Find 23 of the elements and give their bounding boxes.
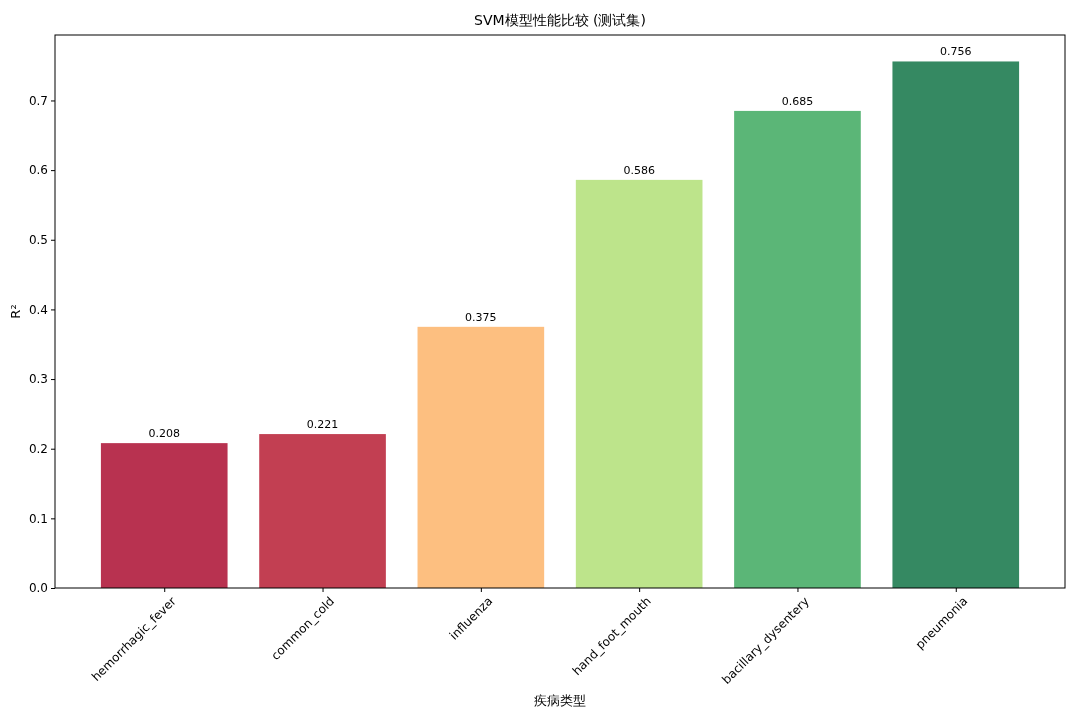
x-axis-title: 疾病类型 <box>534 693 586 708</box>
bar <box>417 326 545 588</box>
bar <box>100 443 228 588</box>
y-axis-title: R² <box>8 304 23 319</box>
y-tick-label: 0.3 <box>28 372 48 387</box>
data-label: 0.375 <box>465 310 497 324</box>
y-tick-label: 0.6 <box>28 163 48 178</box>
bar <box>892 61 1020 588</box>
data-label: 0.756 <box>940 45 972 59</box>
y-tick-label: 0.0 <box>28 581 48 596</box>
bar <box>575 179 703 588</box>
data-label: 0.221 <box>306 418 339 432</box>
y-tick-label: 0.1 <box>28 511 48 526</box>
bar <box>259 434 386 588</box>
y-tick-label: 0.7 <box>28 93 48 108</box>
bar <box>734 110 861 588</box>
y-tick-label: 0.5 <box>28 233 48 248</box>
chart-title: SVM模型性能比较 (测试集) <box>474 12 646 28</box>
data-label: 0.208 <box>148 427 180 441</box>
data-label: 0.685 <box>781 94 814 108</box>
data-label: 0.586 <box>623 163 655 177</box>
y-tick-label: 0.4 <box>28 302 48 317</box>
y-tick-label: 0.2 <box>28 442 48 457</box>
